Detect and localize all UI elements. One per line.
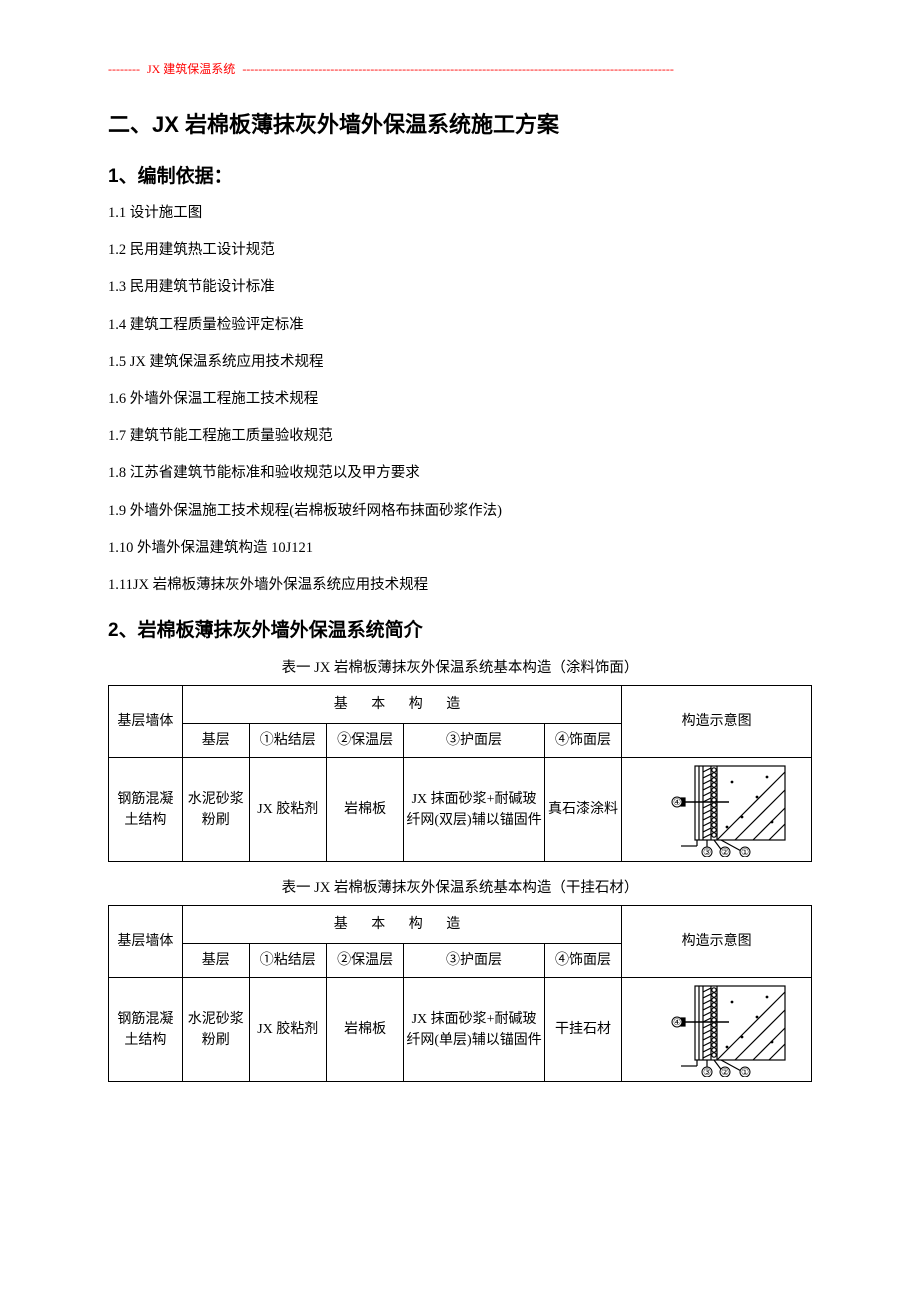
- svg-text:②: ②: [721, 847, 729, 857]
- list-item: 1.2 民用建筑热工设计规范: [108, 239, 812, 262]
- list-item: 1.11JX 岩棉板薄抹灰外墙外保温系统应用技术规程: [108, 574, 812, 597]
- td-diagram: ④ ③ ② ①: [622, 758, 812, 862]
- svg-text:④: ④: [673, 797, 681, 807]
- td-base: 水泥砂浆粉刷: [182, 978, 249, 1082]
- td-diagram: ④ ③ ② ①: [622, 978, 812, 1082]
- th-sub: 基层: [182, 724, 249, 758]
- list-item: 1.9 外墙外保温施工技术规程(岩棉板玻纤网格布抹面砂浆作法): [108, 500, 812, 523]
- table1: 基层墙体 基 本 构 造 构造示意图 基层 ①粘结层 ②保温层 ③护面层 ④饰面…: [108, 685, 812, 862]
- svg-text:③: ③: [703, 847, 711, 857]
- td-finish: 真石漆涂料: [544, 758, 621, 862]
- td-base-wall: 钢筋混凝土结构: [109, 758, 183, 862]
- list-item: 1.3 民用建筑节能设计标准: [108, 276, 812, 299]
- svg-text:②: ②: [721, 1067, 729, 1077]
- th-sub: ③护面层: [404, 944, 545, 978]
- svg-text:③: ③: [703, 1067, 711, 1077]
- table-row: 基层墙体 基 本 构 造 构造示意图: [109, 686, 812, 724]
- th-sub: 基层: [182, 944, 249, 978]
- th-sub: ①粘结层: [249, 944, 326, 978]
- table1-caption: 表一 JX 岩棉板薄抹灰外保温系统基本构造（涂料饰面）: [108, 656, 812, 677]
- th-diagram: 构造示意图: [622, 906, 812, 978]
- page-header: -------- JX 建筑保温系统 ---------------------…: [108, 60, 812, 77]
- th-sub: ①粘结层: [249, 724, 326, 758]
- th-sub: ④饰面层: [544, 944, 621, 978]
- page-title: 二、JX 岩棉板薄抹灰外墙外保温系统施工方案: [108, 107, 812, 139]
- th-diagram: 构造示意图: [622, 686, 812, 758]
- td-protection: JX 抹面砂浆+耐碱玻纤网(双层)辅以锚固件: [404, 758, 545, 862]
- svg-text:④: ④: [673, 1017, 681, 1027]
- construction-diagram-icon: ④ ③ ② ①: [637, 982, 797, 1077]
- th-sub: ③护面层: [404, 724, 545, 758]
- construction-diagram-icon: ④ ③ ② ①: [637, 762, 797, 857]
- td-protection: JX 抹面砂浆+耐碱玻纤网(单层)辅以锚固件: [404, 978, 545, 1082]
- th-base-wall: 基层墙体: [109, 906, 183, 978]
- th-basic-construct: 基 本 构 造: [182, 686, 621, 724]
- th-sub: ④饰面层: [544, 724, 621, 758]
- td-finish: 干挂石材: [544, 978, 621, 1082]
- td-adhesive: JX 胶粘剂: [249, 758, 326, 862]
- th-basic-construct: 基 本 构 造: [182, 906, 621, 944]
- th-sub: ②保温层: [326, 944, 403, 978]
- table-row: 钢筋混凝土结构 水泥砂浆粉刷 JX 胶粘剂 岩棉板 JX 抹面砂浆+耐碱玻纤网(…: [109, 978, 812, 1082]
- header-dash-right: ----------------------------------------…: [242, 62, 674, 76]
- td-insulation: 岩棉板: [326, 978, 403, 1082]
- header-title: JX 建筑保温系统: [147, 62, 235, 76]
- section2-heading: 2、岩棉板薄抹灰外墙外保温系统简介: [108, 615, 812, 642]
- list-item: 1.6 外墙外保温工程施工技术规程: [108, 388, 812, 411]
- section1-heading: 1、编制依据：: [108, 161, 812, 188]
- td-insulation: 岩棉板: [326, 758, 403, 862]
- header-dash-left: --------: [108, 62, 140, 76]
- svg-text:①: ①: [741, 1067, 749, 1077]
- th-sub: ②保温层: [326, 724, 403, 758]
- list-item: 1.8 江苏省建筑节能标准和验收规范以及甲方要求: [108, 462, 812, 485]
- list-item: 1.4 建筑工程质量检验评定标准: [108, 314, 812, 337]
- list-item: 1.5 JX 建筑保温系统应用技术规程: [108, 351, 812, 374]
- list-item: 1.7 建筑节能工程施工质量验收规范: [108, 425, 812, 448]
- svg-text:①: ①: [741, 847, 749, 857]
- table-row: 钢筋混凝土结构 水泥砂浆粉刷 JX 胶粘剂 岩棉板 JX 抹面砂浆+耐碱玻纤网(…: [109, 758, 812, 862]
- table2: 基层墙体 基 本 构 造 构造示意图 基层 ①粘结层 ②保温层 ③护面层 ④饰面…: [108, 905, 812, 1082]
- list-item: 1.10 外墙外保温建筑构造 10J121: [108, 537, 812, 560]
- document-page: -------- JX 建筑保温系统 ---------------------…: [0, 0, 920, 1122]
- td-adhesive: JX 胶粘剂: [249, 978, 326, 1082]
- section1-list: 1.1 设计施工图 1.2 民用建筑热工设计规范 1.3 民用建筑节能设计标准 …: [108, 202, 812, 597]
- table-row: 基层墙体 基 本 构 造 构造示意图: [109, 906, 812, 944]
- td-base-wall: 钢筋混凝土结构: [109, 978, 183, 1082]
- list-item: 1.1 设计施工图: [108, 202, 812, 225]
- table2-caption: 表一 JX 岩棉板薄抹灰外保温系统基本构造（干挂石材）: [108, 876, 812, 897]
- td-base: 水泥砂浆粉刷: [182, 758, 249, 862]
- th-base-wall: 基层墙体: [109, 686, 183, 758]
